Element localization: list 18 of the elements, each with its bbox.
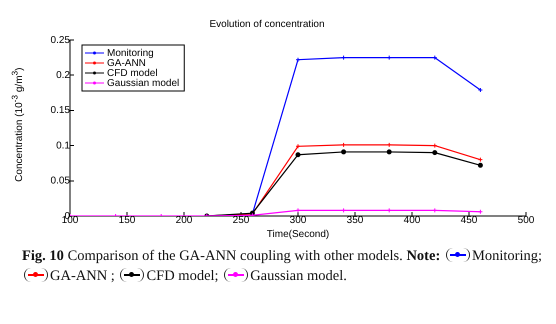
- text: CFD model;: [146, 268, 219, 284]
- text: GA-ANN ;: [50, 268, 115, 284]
- legend-label: GA-ANN: [107, 58, 146, 69]
- legend-label: Gaussian model: [107, 78, 180, 89]
- text: Gaussian model.: [250, 268, 347, 284]
- x-axis-title: Time(Second): [266, 228, 330, 240]
- text: Note:: [406, 248, 440, 264]
- text: Comparison of the GA-ANN coupling with other models.: [68, 248, 403, 264]
- y-tick-label: 0.15: [50, 105, 70, 116]
- caption: Fig. 10: [22, 248, 64, 264]
- y-tick-label: 0.25: [50, 34, 70, 46]
- legend-label: Monitoring: [107, 48, 154, 59]
- chart-title: Evolution of concentration: [209, 18, 325, 30]
- y-tick-label: 0.1: [56, 140, 70, 152]
- y-tick-label: 0.05: [50, 176, 70, 187]
- text: Monitoring;: [472, 248, 542, 264]
- y-tick-label: 0.2: [56, 70, 70, 81]
- legend-label: CFD model: [107, 68, 158, 79]
